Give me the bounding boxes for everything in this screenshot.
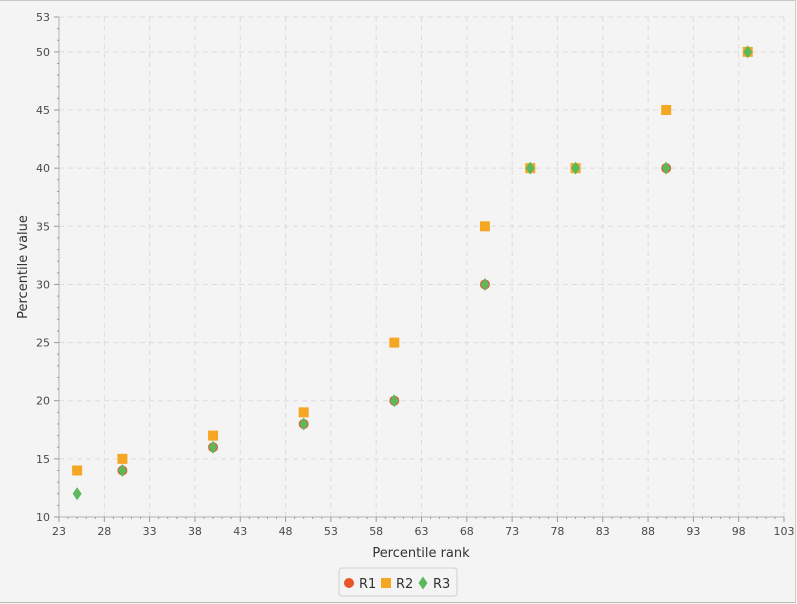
x-tick-label: 103 [774, 525, 795, 538]
y-tick-label: 10 [36, 511, 50, 524]
point-r3 [480, 277, 490, 291]
point-r3 [571, 161, 581, 175]
grid-lines [59, 16, 785, 517]
point-r3 [72, 487, 82, 501]
legend-swatch-r2 [381, 578, 391, 588]
x-tick-label: 38 [188, 525, 202, 538]
x-tick-label: 78 [550, 525, 564, 538]
y-tick-label: 15 [36, 453, 50, 466]
y-axis-title: Percentile value [16, 215, 31, 319]
y-tick-label: 25 [36, 337, 50, 350]
x-tick-label: 83 [596, 525, 610, 538]
legend-item-r2: R2 [381, 577, 413, 592]
x-tick-label: 63 [415, 525, 429, 538]
point-r3 [525, 161, 535, 175]
y-tick-label: 20 [36, 395, 50, 408]
x-tick-label: 68 [460, 525, 474, 538]
x-tick-label: 93 [686, 525, 700, 538]
x-tick-label: 88 [641, 525, 655, 538]
point-r2 [208, 430, 219, 441]
point-r3 [299, 417, 309, 431]
legend-label-r1: R1 [359, 577, 376, 592]
x-tick-label: 43 [233, 525, 247, 538]
legend: R1 R2 R3 [338, 567, 458, 597]
point-r3 [661, 161, 671, 175]
data-points [72, 45, 753, 501]
y-tick-label: 50 [36, 46, 50, 59]
y-tick-label: 45 [36, 104, 50, 117]
point-r3 [743, 45, 753, 59]
x-tick-label: 98 [732, 525, 746, 538]
x-tick-label: 23 [52, 525, 66, 538]
point-r2 [298, 407, 309, 418]
point-r3 [208, 440, 218, 454]
legend-label-r2: R2 [396, 577, 413, 592]
legend-item-r3: R3 [418, 576, 450, 592]
x-axis-title: Percentile rank [372, 546, 470, 561]
axes: 23 28 33 38 43 48 53 58 63 68 73 78 83 88 93 98 103 10 15 2… [36, 11, 795, 538]
y-tick-label: 40 [36, 162, 50, 175]
x-tick-label: 48 [279, 525, 293, 538]
y-tick-label: 53 [36, 11, 50, 24]
x-tick-label: 53 [324, 525, 338, 538]
x-tick-label: 58 [369, 525, 383, 538]
y-tick-label: 30 [36, 278, 50, 291]
x-tick-label: 28 [97, 525, 111, 538]
point-r2 [661, 105, 672, 116]
point-r2 [72, 465, 83, 476]
point-r2 [479, 221, 490, 232]
legend-swatch-r3 [418, 576, 428, 590]
series-r3 [72, 45, 753, 501]
x-tick-label: 73 [505, 525, 519, 538]
point-r3 [389, 394, 399, 408]
x-tick-label: 33 [143, 525, 157, 538]
legend-label-r3: R3 [433, 577, 450, 592]
point-r2 [389, 337, 400, 348]
legend-box [338, 567, 458, 597]
point-r3 [117, 463, 127, 477]
legend-item-r1: R1 [344, 577, 376, 592]
point-r2 [117, 453, 128, 464]
y-tick-label: 35 [36, 220, 50, 233]
legend-swatch-r1 [344, 578, 354, 588]
